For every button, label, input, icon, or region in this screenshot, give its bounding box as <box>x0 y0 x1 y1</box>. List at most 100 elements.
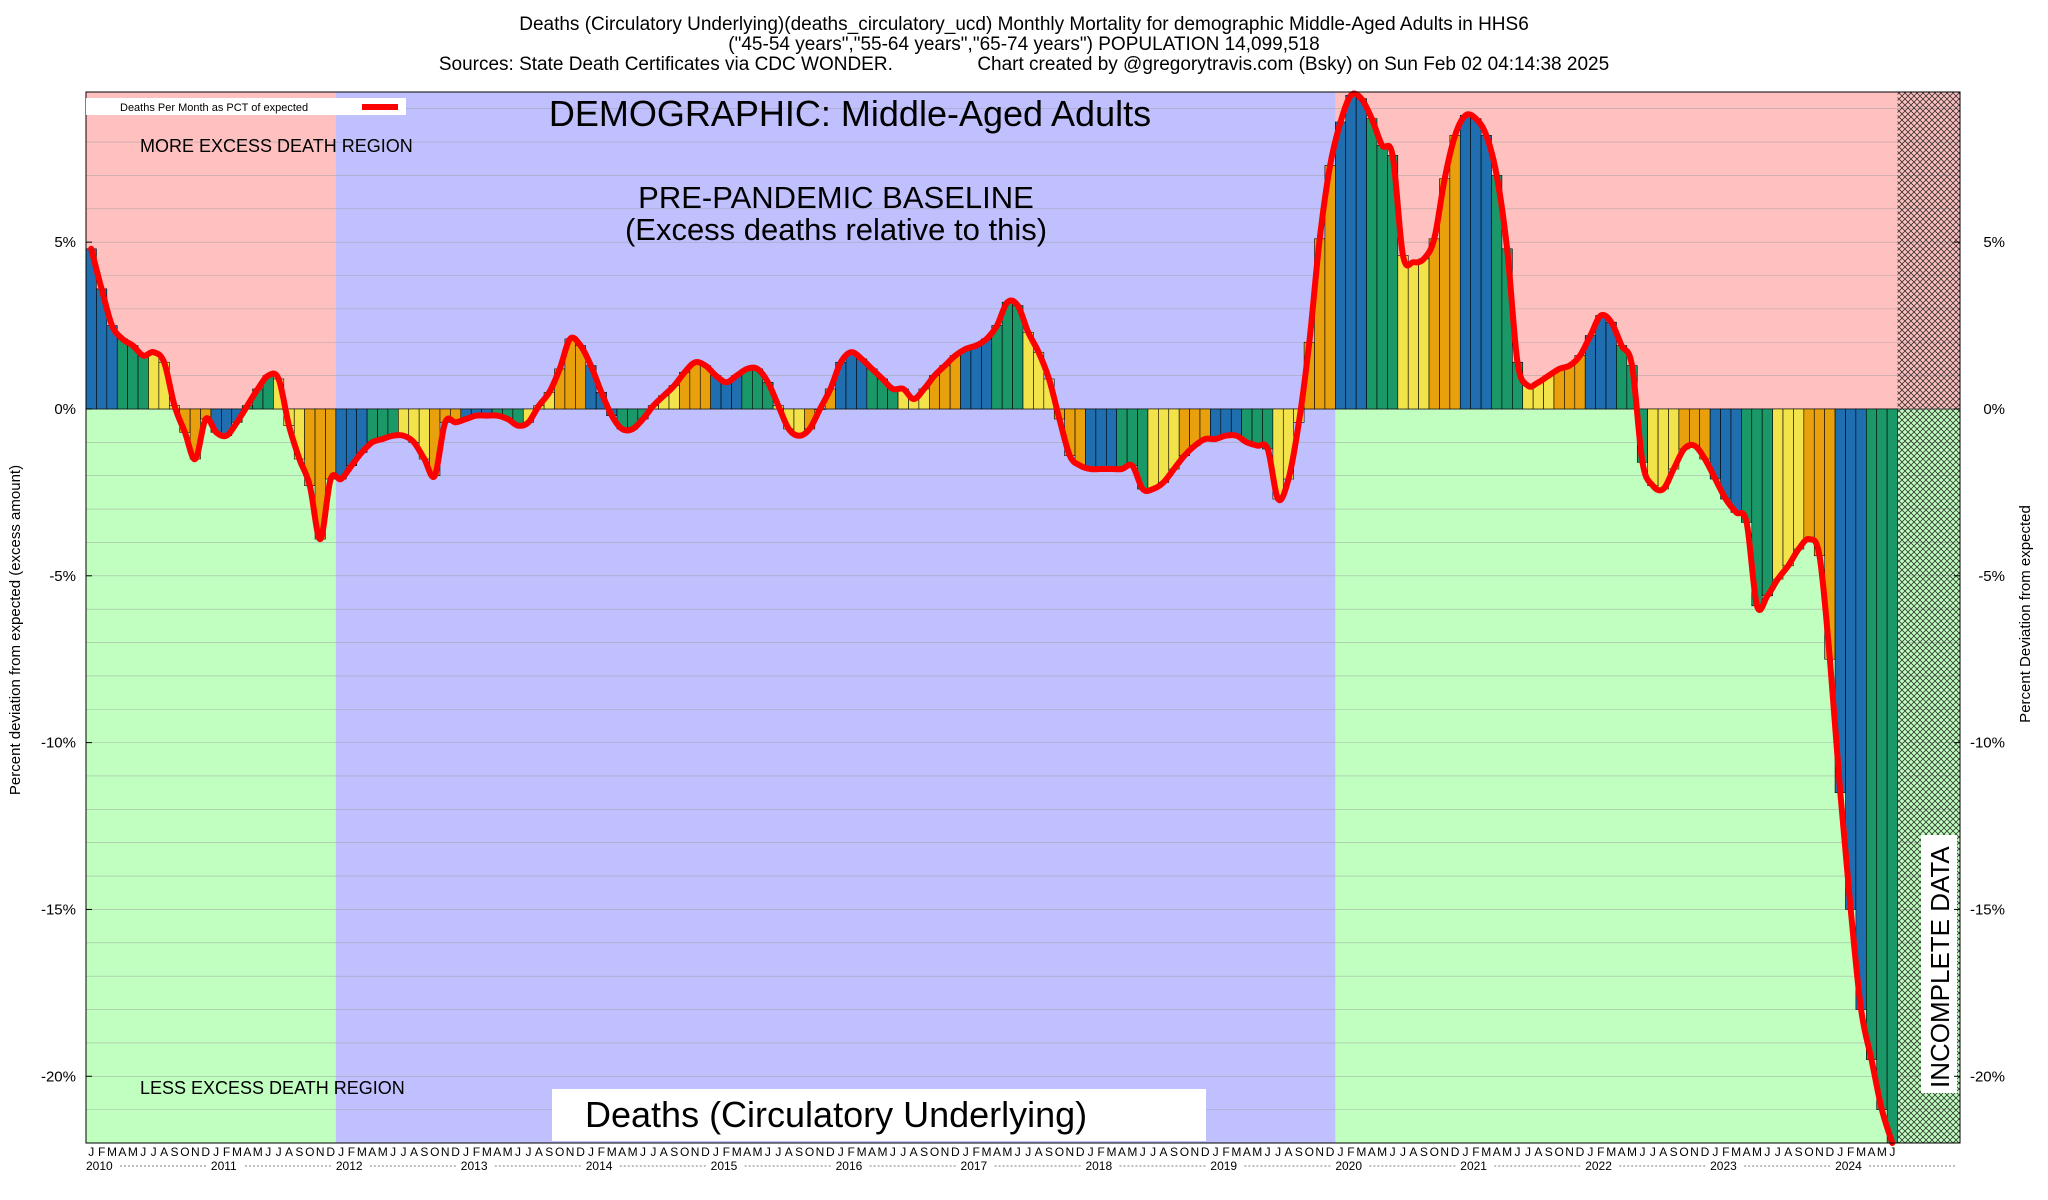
x-tick-year: 2015 <box>711 1159 738 1173</box>
x-tick-month: D <box>1201 1145 1210 1159</box>
x-tick-month: J <box>1462 1145 1468 1159</box>
x-tick-month: D <box>826 1145 835 1159</box>
x-tick-month: N <box>941 1145 950 1159</box>
x-tick-month: D <box>326 1145 335 1159</box>
bar <box>1095 408 1107 470</box>
x-tick-month: M <box>1127 1145 1137 1159</box>
bar <box>689 361 701 410</box>
x-tick-month: A <box>1409 1145 1417 1159</box>
x-tick-month: O <box>1804 1145 1813 1159</box>
y-tick-label-right: 5% <box>1983 234 2005 251</box>
x-tick-month: N <box>441 1145 450 1159</box>
x-tick-month: M <box>1502 1145 1512 1159</box>
x-tick-month: S <box>1670 1145 1678 1159</box>
x-tick-month: N <box>1690 1145 1699 1159</box>
x-tick-month: J <box>650 1145 656 1159</box>
legend-label: Deaths Per Month as PCT of expected <box>120 102 308 114</box>
x-tick-month: A <box>285 1145 293 1159</box>
x-tick-month: J <box>140 1145 146 1159</box>
bar <box>991 325 1003 410</box>
x-tick-month: J <box>1390 1145 1396 1159</box>
bar <box>1355 98 1367 410</box>
x-tick-month: J <box>1764 1145 1770 1159</box>
region-backgrounds <box>86 92 1960 1143</box>
x-tick-month: F <box>473 1145 480 1159</box>
less-excess-region-label: LESS EXCESS DEATH REGION <box>140 1078 405 1098</box>
x-tick-month: S <box>1795 1145 1803 1159</box>
x-tick-month: S <box>1295 1145 1303 1159</box>
x-tick-month: M <box>253 1145 263 1159</box>
bar <box>720 381 732 410</box>
bar <box>1418 258 1430 410</box>
bar-series <box>85 95 1898 1144</box>
x-tick-year: 2023 <box>1710 1159 1737 1173</box>
x-tick-month: M <box>503 1145 513 1159</box>
x-tick-month: J <box>1338 1145 1344 1159</box>
bottom-title: Deaths (Circulatory Underlying) <box>585 1094 1087 1135</box>
chart-title-line-3: Sources: State Death Certificates via CD… <box>439 54 1609 75</box>
baseline-label-line-2: (Excess deaths relative to this) <box>625 212 1047 247</box>
bar <box>1741 408 1753 523</box>
x-tick-year: 2016 <box>836 1159 863 1173</box>
bar <box>741 368 753 410</box>
x-tick-month: N <box>566 1145 575 1159</box>
x-tick-month: A <box>1035 1145 1043 1159</box>
x-tick-month: F <box>1722 1145 1729 1159</box>
x-tick-month: J <box>713 1145 719 1159</box>
x-tick-month: A <box>1743 1145 1751 1159</box>
x-tick-month: A <box>1534 1145 1542 1159</box>
incomplete-data-label: INCOMPLETE DATA <box>1925 846 1955 1088</box>
x-tick-month: N <box>691 1145 700 1159</box>
bar <box>1616 345 1628 410</box>
x-tick-month: J <box>1889 1145 1895 1159</box>
bar <box>1158 408 1170 483</box>
x-tick-month: O <box>305 1145 314 1159</box>
x-tick-year: 2022 <box>1585 1159 1612 1173</box>
x-tick-month: O <box>680 1145 689 1159</box>
x-tick-month: M <box>877 1145 887 1159</box>
x-tick-month: N <box>1190 1145 1199 1159</box>
y-axis-left: 5% 0% -5% -10% -15% -20% <box>41 234 92 1085</box>
x-tick-month: A <box>368 1145 376 1159</box>
bar <box>1220 408 1232 436</box>
y-axis-left-label: Percent deviation from expected (excess … <box>7 465 24 795</box>
x-tick-month: J <box>1587 1145 1593 1159</box>
x-tick-month: J <box>338 1145 344 1159</box>
bar <box>1855 408 1867 1010</box>
x-tick-month: M <box>357 1145 367 1159</box>
x-tick-month: N <box>1066 1145 1075 1159</box>
x-tick-month: J <box>890 1145 896 1159</box>
bar <box>1564 365 1576 410</box>
bar <box>1397 255 1409 410</box>
demographic-label: DEMOGRAPHIC: Middle-Aged Adults <box>549 93 1151 134</box>
pre-pandemic-baseline-region <box>335 92 1336 1143</box>
bar <box>335 408 347 480</box>
plot-frame <box>85 91 1961 1144</box>
x-tick-month: F <box>598 1145 605 1159</box>
x-tick-year: 2020 <box>1335 1159 1362 1173</box>
x-tick-month: N <box>1815 1145 1824 1159</box>
x-tick-month: O <box>1055 1145 1064 1159</box>
bar <box>137 355 149 410</box>
bar <box>856 358 868 410</box>
bar <box>1085 408 1097 470</box>
x-tick-month: A <box>493 1145 501 1159</box>
x-tick-month: J <box>265 1145 271 1159</box>
bar <box>1210 408 1222 440</box>
bar <box>1886 408 1898 1144</box>
x-tick-month: J <box>401 1145 407 1159</box>
x-tick-month: M <box>1731 1145 1741 1159</box>
x-tick-month: J <box>1015 1145 1021 1159</box>
chart-title-line-2: ("45-54 years","55-64 years","65-74 year… <box>728 34 1319 55</box>
x-tick-month: M <box>1252 1145 1262 1159</box>
x-tick-month: A <box>1368 1145 1376 1159</box>
x-tick-month: F <box>972 1145 979 1159</box>
x-tick-month: J <box>1265 1145 1271 1159</box>
x-tick-month: A <box>993 1145 1001 1159</box>
bar <box>1407 261 1419 410</box>
bar <box>127 345 139 410</box>
x-tick-month: O <box>1430 1145 1439 1159</box>
bar <box>325 408 337 480</box>
x-tick-year: 2021 <box>1460 1159 1487 1173</box>
bar <box>1335 121 1347 410</box>
